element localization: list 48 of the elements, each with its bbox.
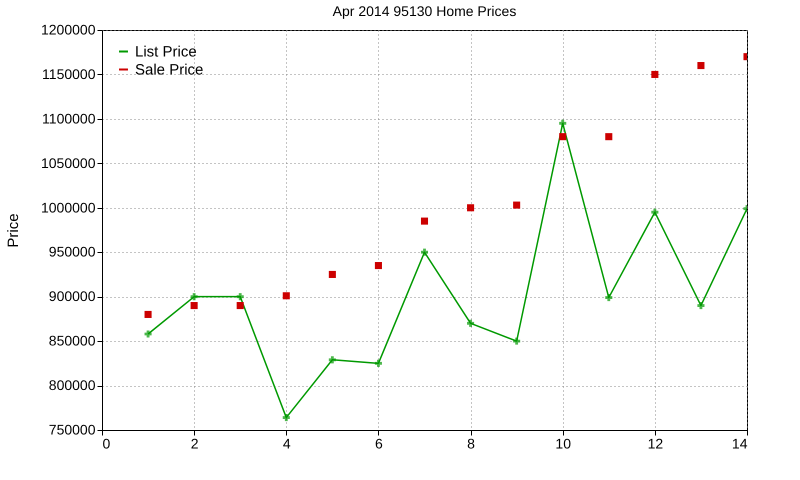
- y-tick-label: 1050000: [40, 154, 96, 171]
- point: [697, 302, 704, 310]
- y-tick-label: 950000: [48, 244, 96, 260]
- x-tick-label: 12: [648, 436, 664, 452]
- point: [144, 310, 152, 318]
- point: [697, 62, 704, 70]
- point: [651, 70, 658, 78]
- point: [559, 120, 566, 127]
- point: [513, 202, 520, 209]
- y-axis-title: Price: [4, 213, 22, 248]
- point: [605, 133, 612, 140]
- y-tick-label: 900000: [48, 288, 96, 304]
- point: [651, 208, 658, 216]
- y-tick-label: 1000000: [40, 199, 96, 216]
- point: [328, 270, 336, 278]
- point: [605, 294, 612, 302]
- point: [190, 293, 198, 300]
- point: [236, 302, 244, 310]
- y-tick-label: 750000: [48, 422, 96, 438]
- point: [328, 356, 336, 364]
- point: [144, 330, 152, 338]
- x-tick-label: 14: [732, 436, 748, 452]
- x-tick-label: 0: [102, 436, 110, 452]
- point: [420, 218, 428, 225]
- y-tick-label: 1200000: [40, 22, 96, 38]
- x-tick-label: 2: [190, 436, 199, 452]
- x-tick-label: 8: [467, 436, 476, 452]
- y-tick-label: 800000: [48, 377, 96, 394]
- y-tick-label: 850000: [48, 332, 96, 349]
- x-tick-label: 10: [555, 436, 572, 452]
- x-tick-label: 6: [375, 436, 384, 452]
- legend-label: Sale Price: [135, 62, 204, 78]
- point: [282, 292, 290, 300]
- point: [559, 133, 566, 140]
- x-tick-label: 4: [282, 436, 291, 452]
- point: [190, 302, 198, 310]
- point: [420, 248, 428, 256]
- y-tick-label: 1100000: [42, 110, 96, 126]
- chart-title: Apr 2014 95130 Home Prices: [332, 3, 516, 19]
- point: [374, 262, 382, 270]
- point: [374, 360, 382, 367]
- point: [282, 414, 290, 422]
- y-tick-label: 1150000: [42, 66, 96, 82]
- point: [467, 320, 474, 327]
- point: [467, 204, 474, 212]
- point: [513, 338, 520, 345]
- point: [236, 293, 244, 300]
- legend-label: List Price: [135, 44, 197, 60]
